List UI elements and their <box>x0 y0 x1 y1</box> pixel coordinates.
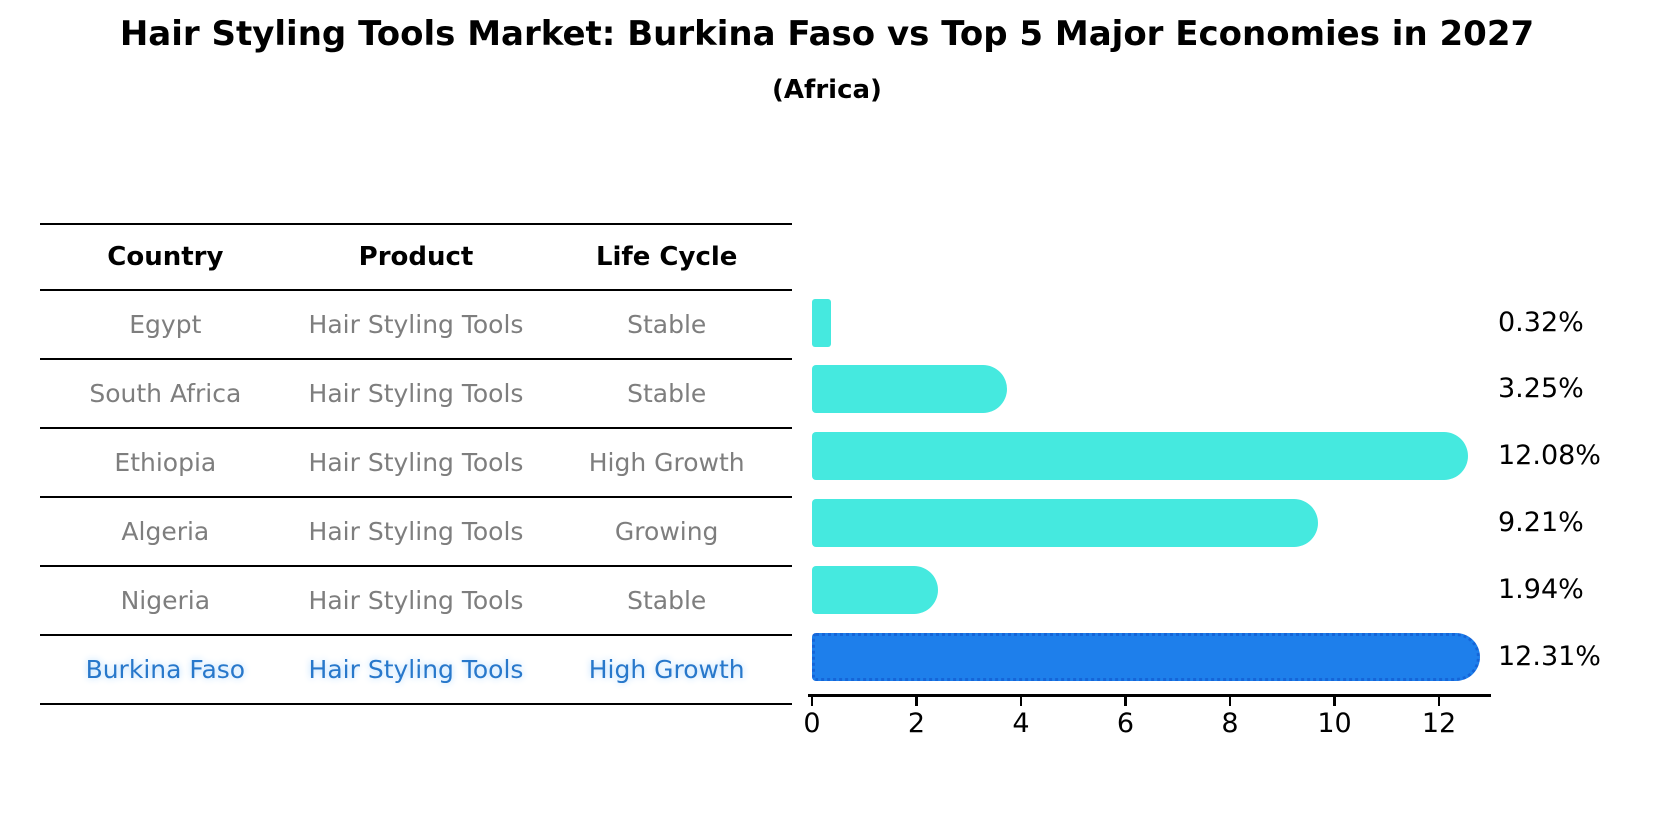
x-axis-tick-label: 4 <box>1012 708 1030 739</box>
x-axis-tick-label: 6 <box>1116 708 1135 739</box>
bar-ethiopia <box>812 432 1469 481</box>
cell-product: Hair Styling Tools <box>308 378 524 408</box>
value-label-egypt: 0.32% <box>1498 306 1584 338</box>
table-row-nigeria: Nigeria Hair Styling Tools Stable <box>40 567 792 636</box>
chart-title: Hair Styling Tools Market: Burkina Faso … <box>119 14 1535 54</box>
cell-product: Hair Styling Tools <box>308 447 524 477</box>
x-axis-tick <box>1333 697 1336 706</box>
x-axis-tick-label: 0 <box>803 708 821 739</box>
table-row-burkina-faso: Burkina Faso Hair Styling Tools High Gro… <box>40 636 792 705</box>
value-label-south-africa: 3.25% <box>1498 373 1584 405</box>
chart-subtitle: (Africa) <box>772 75 882 105</box>
cell-life-cycle: High Growth <box>588 654 745 684</box>
cell-country: Egypt <box>129 309 202 339</box>
cell-life-cycle: Stable <box>627 378 707 408</box>
bar-nigeria <box>812 566 939 615</box>
cell-product: Hair Styling Tools <box>308 585 524 615</box>
column-header-life-cycle: Life Cycle <box>595 242 738 272</box>
cell-country: South Africa <box>89 378 242 408</box>
table-row-egypt: Egypt Hair Styling Tools Stable <box>40 291 792 360</box>
value-label-algeria: 9.21% <box>1498 507 1584 539</box>
x-axis-tick <box>915 697 918 706</box>
x-axis-line <box>808 694 1491 697</box>
cell-product: Hair Styling Tools <box>308 309 524 339</box>
x-axis-tick <box>810 697 814 706</box>
cell-country: Algeria <box>121 516 210 546</box>
value-label-ethiopia: 12.08% <box>1498 440 1601 472</box>
x-axis-tick-label: 10 <box>1317 708 1352 739</box>
x-axis-tick <box>1019 697 1023 706</box>
cell-country: Burkina Faso <box>85 654 246 684</box>
value-label-nigeria: 1.94% <box>1498 574 1584 606</box>
column-header-country: Country <box>107 242 224 272</box>
table-row-algeria: Algeria Hair Styling Tools Growing <box>40 498 792 567</box>
x-axis-tick-label: 8 <box>1221 708 1239 739</box>
cell-country: Ethiopia <box>114 447 217 477</box>
cell-product: Hair Styling Tools <box>308 516 524 546</box>
column-header-product: Product <box>358 242 474 272</box>
country-table: Country Product Life Cycle Egypt Hair St… <box>40 223 792 705</box>
bar-algeria <box>812 499 1319 548</box>
cell-product: Hair Styling Tools <box>308 654 524 684</box>
cell-life-cycle: High Growth <box>588 447 745 477</box>
bar-south-africa <box>812 365 1007 414</box>
bar-burkina-faso <box>812 633 1481 681</box>
cell-life-cycle: Stable <box>627 585 707 615</box>
x-axis-tick-label: 2 <box>907 708 926 739</box>
x-axis-tick <box>1228 697 1232 706</box>
cell-life-cycle: Growing <box>614 516 719 546</box>
x-axis-tick <box>1437 697 1441 706</box>
table-header-row: Country Product Life Cycle <box>40 223 792 291</box>
cell-country: Nigeria <box>120 585 211 615</box>
table-row-ethiopia: Ethiopia Hair Styling Tools High Growth <box>40 429 792 498</box>
cell-life-cycle: Stable <box>627 309 707 339</box>
x-axis-tick <box>1124 697 1127 706</box>
x-axis-tick-label: 12 <box>1421 708 1457 739</box>
bar-egypt <box>812 298 831 347</box>
table-row-south-africa: South Africa Hair Styling Tools Stable <box>40 360 792 429</box>
value-label-burkina-faso: 12.31% <box>1498 641 1601 672</box>
